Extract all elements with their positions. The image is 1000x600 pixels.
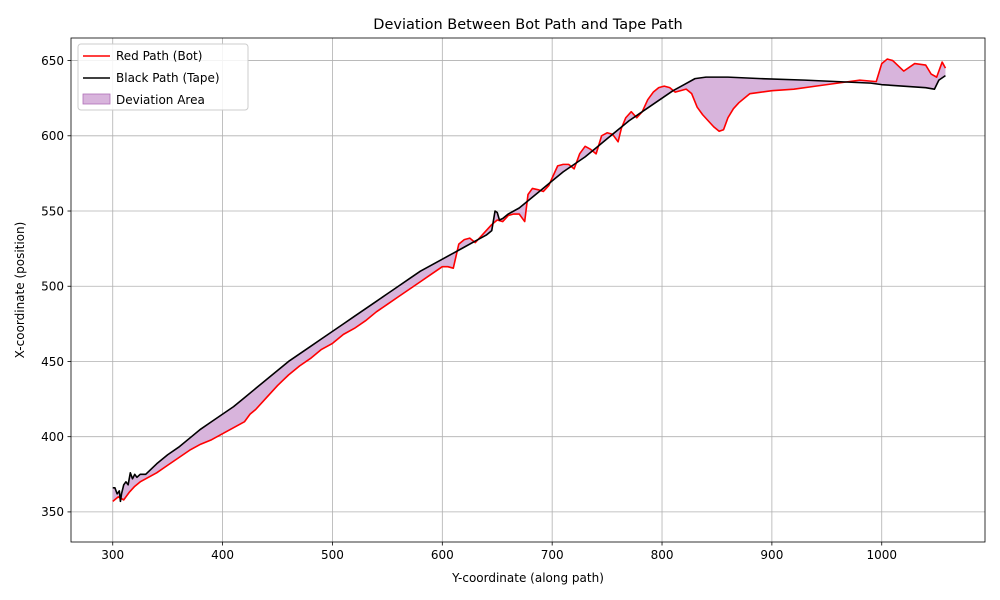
y-tick-label: 650 bbox=[41, 54, 64, 68]
series-lines bbox=[112, 58, 947, 503]
y-tick-label: 500 bbox=[41, 280, 64, 294]
legend-label-tape: Black Path (Tape) bbox=[116, 71, 220, 85]
legend-box bbox=[77, 43, 249, 111]
x-tick-label: 900 bbox=[760, 548, 783, 562]
chart-title: Deviation Between Bot Path and Tape Path bbox=[373, 17, 682, 33]
y-axis-ticks: 350 400 450 500 550 600 650 bbox=[41, 54, 71, 519]
grid bbox=[71, 38, 985, 542]
y-tick-label: 350 bbox=[41, 505, 64, 519]
x-tick-label: 1000 bbox=[866, 548, 897, 562]
x-tick-label: 400 bbox=[211, 548, 234, 562]
y-tick-label: 600 bbox=[41, 129, 64, 143]
x-axis-ticks: 300 400 500 600 700 800 900 1000 bbox=[101, 542, 897, 562]
y-tick-label: 450 bbox=[41, 355, 64, 369]
legend-label-bot: Red Path (Bot) bbox=[116, 49, 202, 63]
x-tick-label: 300 bbox=[101, 548, 124, 562]
x-axis-label: Y-coordinate (along path) bbox=[451, 571, 604, 585]
x-tick-label: 800 bbox=[651, 548, 674, 562]
legend: Red Path (Bot) Black Path (Tape) Deviati… bbox=[77, 43, 249, 111]
axes-frame bbox=[70, 37, 986, 543]
y-tick-label: 550 bbox=[41, 204, 64, 218]
y-axis-label: X-coordinate (position) bbox=[13, 222, 27, 359]
x-tick-label: 700 bbox=[541, 548, 564, 562]
x-tick-label: 600 bbox=[431, 548, 454, 562]
black-path-tape-line bbox=[112, 74, 946, 503]
red-path-bot-line bbox=[112, 58, 947, 502]
x-tick-label: 500 bbox=[321, 548, 344, 562]
legend-label-deviation: Deviation Area bbox=[116, 93, 205, 107]
legend-swatch-deviation bbox=[82, 93, 111, 105]
y-tick-label: 400 bbox=[41, 430, 64, 444]
